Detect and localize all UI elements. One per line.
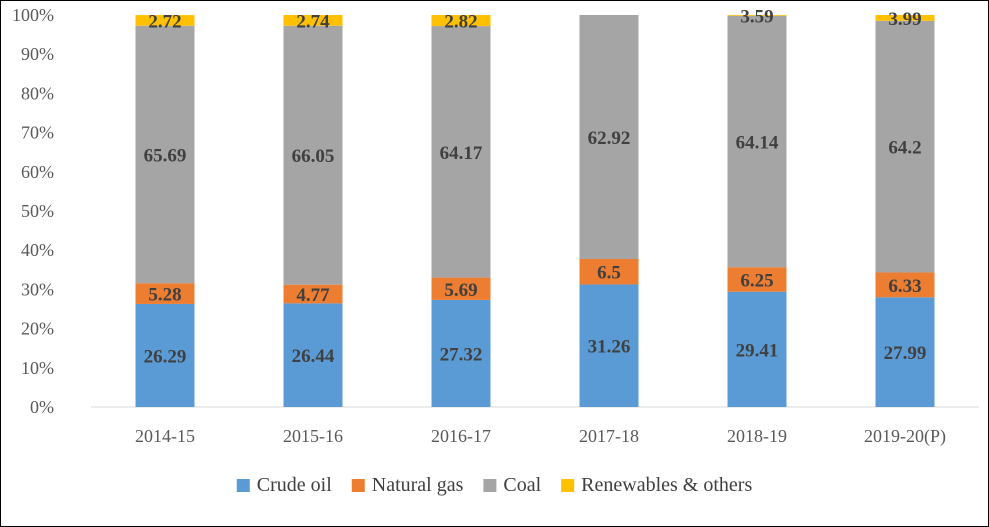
bar-segment-coal — [135, 25, 195, 284]
bar-segment-natural-gas — [135, 283, 195, 304]
data-label: 29.41 — [736, 340, 779, 361]
legend-swatch — [483, 479, 497, 492]
data-label: 2.74 — [296, 11, 330, 32]
category-labels: 2014-15 2015-16 2016-17 2017-18 2018-19 2019-… — [135, 426, 946, 447]
data-label: 26.44 — [292, 346, 335, 367]
data-label: 26.29 — [144, 346, 187, 367]
data-label: 27.32 — [440, 344, 483, 365]
y-tick-label: 90% — [21, 44, 54, 64]
data-label: 4.77 — [296, 285, 330, 306]
data-label: 5.28 — [148, 285, 181, 306]
data-label: 6.33 — [888, 276, 921, 297]
bar-segment-crude-oil — [727, 291, 787, 407]
y-tick-label: 40% — [21, 240, 54, 260]
data-label: 66.05 — [292, 146, 335, 167]
bar-segment-renewables-others — [875, 15, 935, 21]
category-label: 2014-15 — [135, 426, 195, 446]
bar-segment-crude-oil — [875, 297, 935, 407]
legend-label: Coal — [503, 474, 541, 496]
bar-segment-crude-oil — [431, 299, 491, 407]
bar-segment-natural-gas — [431, 277, 491, 300]
bar-segment-renewables-others — [727, 15, 787, 16]
data-label: 2.82 — [444, 12, 477, 33]
y-tick-label: 100% — [12, 5, 54, 25]
bar-segment-natural-gas — [727, 267, 787, 292]
bar-segment-coal — [875, 20, 935, 273]
category-label: 2015-16 — [283, 426, 343, 446]
category-label: 2018-19 — [727, 426, 787, 446]
data-label: 27.99 — [884, 343, 927, 364]
y-tick-label: 10% — [21, 358, 54, 378]
data-label: 3.99 — [888, 9, 921, 30]
bar-segment-renewables-others — [283, 15, 343, 26]
y-tick-label: 70% — [21, 123, 54, 143]
legend-swatch — [561, 479, 575, 492]
bar-segment-crude-oil — [283, 303, 343, 407]
data-label: 64.17 — [440, 143, 483, 164]
legend-label: Renewables & others — [581, 474, 752, 496]
bar-segment-crude-oil — [579, 284, 639, 407]
bar-segment-coal — [579, 15, 639, 259]
data-label: 64.2 — [888, 138, 921, 159]
category-label: 2019-20(P) — [864, 426, 946, 447]
bar-segment-coal — [431, 26, 491, 278]
y-tick-label: 0% — [30, 397, 54, 417]
data-label: 5.69 — [444, 280, 477, 301]
legend-label: Crude oil — [257, 474, 332, 496]
data-label: 6.25 — [740, 270, 773, 291]
data-label: 3.59 — [740, 6, 773, 27]
bar-segment-natural-gas — [283, 284, 343, 304]
data-label: 62.92 — [588, 128, 631, 149]
bar-segment-coal — [283, 25, 343, 285]
y-tick-label: 30% — [21, 279, 54, 299]
bar-segment-natural-gas — [875, 272, 935, 298]
bars: 26.29 5.28 65.69 2.72 26.44 4.77 66.05 2.74 27.3… — [135, 6, 935, 407]
legend-swatch — [351, 479, 365, 492]
data-label: 2.72 — [148, 11, 181, 32]
y-axis-ticks: 0% 10% 20% 30% 40% 50% 60% 70% 80% 90% 100% — [12, 5, 54, 417]
y-tick-label: 60% — [21, 162, 54, 182]
y-tick-label: 50% — [21, 201, 54, 221]
legend-swatch — [236, 479, 250, 492]
category-label: 2016-17 — [431, 426, 491, 446]
legend-label: Natural gas — [372, 474, 464, 496]
bar-segment-renewables-others — [135, 15, 195, 26]
bar-segment-coal — [727, 15, 787, 268]
data-label: 65.69 — [144, 145, 187, 166]
data-label: 6.5 — [597, 263, 621, 284]
data-label: 31.26 — [588, 337, 631, 358]
legend: Crude oil Natural gas Coal Renewables & oth… — [236, 474, 752, 496]
y-tick-label: 80% — [21, 83, 54, 103]
bar-segment-crude-oil — [135, 303, 195, 407]
bar-segment-renewables-others — [431, 15, 491, 27]
bar-segment-natural-gas — [579, 258, 639, 285]
category-label: 2017-18 — [579, 426, 639, 446]
data-label: 64.14 — [736, 132, 779, 153]
y-tick-label: 20% — [21, 319, 54, 339]
